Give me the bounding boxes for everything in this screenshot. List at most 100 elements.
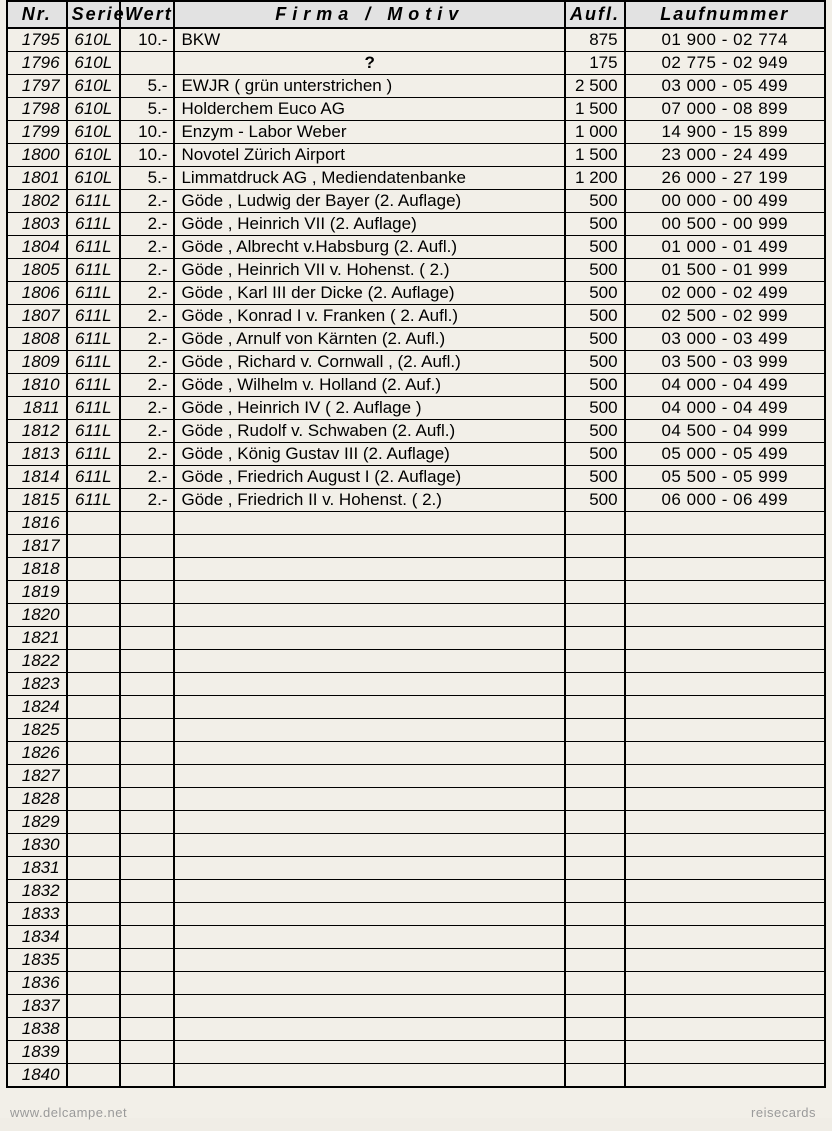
watermark-right: reisecards (751, 1105, 816, 1120)
table-row: 1834 (7, 926, 825, 949)
cell-wert (120, 673, 174, 696)
cell-nr: 1796 (7, 52, 67, 75)
header-serie: Serie (67, 1, 120, 28)
cell-lauf (625, 719, 825, 742)
cell-nr: 1822 (7, 650, 67, 673)
cell-nr: 1824 (7, 696, 67, 719)
cell-serie: 611L (67, 397, 120, 420)
cell-aufl (565, 972, 625, 995)
table-row: 1801610L5.-Limmatdruck AG , Mediendatenb… (7, 167, 825, 190)
header-nr: Nr. (7, 1, 67, 28)
cell-aufl (565, 834, 625, 857)
table-header-row: Nr. Serie Wert Firma / Motiv Aufl. Laufn… (7, 1, 825, 28)
cell-aufl (565, 650, 625, 673)
cell-wert: 5.- (120, 167, 174, 190)
cell-wert: 10.- (120, 28, 174, 52)
cell-aufl: 500 (565, 397, 625, 420)
cell-aufl (565, 903, 625, 926)
table-row: 1812611L2.-Göde , Rudolf v. Schwaben (2.… (7, 420, 825, 443)
cell-aufl (565, 1018, 625, 1041)
cell-serie (67, 673, 120, 696)
cell-wert: 10.- (120, 144, 174, 167)
cell-firma (174, 1018, 565, 1041)
cell-wert: 2.- (120, 443, 174, 466)
cell-aufl: 500 (565, 443, 625, 466)
cell-serie (67, 1064, 120, 1088)
cell-lauf (625, 558, 825, 581)
cell-serie (67, 765, 120, 788)
cell-aufl (565, 995, 625, 1018)
cell-serie (67, 535, 120, 558)
cell-firma (174, 1064, 565, 1088)
table-row: 1795610L10.-BKW87501 900 - 02 774 (7, 28, 825, 52)
cell-lauf (625, 811, 825, 834)
table-row: 1839 (7, 1041, 825, 1064)
cell-firma (174, 880, 565, 903)
cell-wert: 2.- (120, 213, 174, 236)
table-row: 1825 (7, 719, 825, 742)
cell-serie (67, 696, 120, 719)
cell-nr: 1819 (7, 581, 67, 604)
cell-lauf (625, 581, 825, 604)
cell-firma: Göde , Albrecht v.Habsburg (2. Aufl.) (174, 236, 565, 259)
cell-serie (67, 558, 120, 581)
cell-nr: 1836 (7, 972, 67, 995)
page-container: Nr. Serie Wert Firma / Motiv Aufl. Laufn… (0, 0, 832, 1118)
cell-firma (174, 1041, 565, 1064)
cell-nr: 1840 (7, 1064, 67, 1088)
table-row: 1826 (7, 742, 825, 765)
cell-firma: Göde , Heinrich VII (2. Auflage) (174, 213, 565, 236)
catalog-table: Nr. Serie Wert Firma / Motiv Aufl. Laufn… (6, 0, 826, 1088)
table-row: 1796610L?17502 775 - 02 949 (7, 52, 825, 75)
cell-wert: 2.- (120, 259, 174, 282)
cell-wert (120, 696, 174, 719)
header-firma: Firma / Motiv (174, 1, 565, 28)
cell-aufl: 500 (565, 420, 625, 443)
cell-aufl: 2 500 (565, 75, 625, 98)
table-row: 1827 (7, 765, 825, 788)
cell-firma: Göde , König Gustav III (2. Auflage) (174, 443, 565, 466)
cell-nr: 1808 (7, 328, 67, 351)
cell-serie: 611L (67, 190, 120, 213)
table-row: 1828 (7, 788, 825, 811)
cell-aufl (565, 1041, 625, 1064)
cell-aufl (565, 627, 625, 650)
header-aufl: Aufl. (565, 1, 625, 28)
cell-aufl (565, 949, 625, 972)
cell-aufl (565, 581, 625, 604)
cell-wert: 2.- (120, 397, 174, 420)
cell-serie: 611L (67, 282, 120, 305)
table-row: 1800610L10.-Novotel Zürich Airport1 5002… (7, 144, 825, 167)
table-row: 1817 (7, 535, 825, 558)
cell-firma: Göde , Friedrich II v. Hohenst. ( 2.) (174, 489, 565, 512)
cell-serie (67, 926, 120, 949)
cell-lauf: 06 000 - 06 499 (625, 489, 825, 512)
cell-wert (120, 1041, 174, 1064)
cell-firma: Göde , Konrad I v. Franken ( 2. Aufl.) (174, 305, 565, 328)
cell-serie: 610L (67, 121, 120, 144)
cell-firma: Göde , Ludwig der Bayer (2. Auflage) (174, 190, 565, 213)
cell-lauf (625, 972, 825, 995)
cell-wert (120, 765, 174, 788)
table-row: 1808611L2.-Göde , Arnulf von Kärnten (2.… (7, 328, 825, 351)
cell-nr: 1829 (7, 811, 67, 834)
cell-wert: 2.- (120, 489, 174, 512)
cell-lauf (625, 627, 825, 650)
cell-firma: Limmatdruck AG , Mediendatenbanke (174, 167, 565, 190)
cell-wert (120, 880, 174, 903)
table-body: 1795610L10.-BKW87501 900 - 02 7741796610… (7, 28, 825, 1087)
cell-aufl: 500 (565, 259, 625, 282)
cell-wert: 2.- (120, 351, 174, 374)
cell-serie (67, 719, 120, 742)
cell-aufl (565, 765, 625, 788)
table-row: 1836 (7, 972, 825, 995)
cell-firma: BKW (174, 28, 565, 52)
cell-aufl (565, 512, 625, 535)
table-row: 1806611L2.-Göde , Karl III der Dicke (2.… (7, 282, 825, 305)
cell-wert (120, 857, 174, 880)
cell-lauf (625, 926, 825, 949)
cell-lauf: 04 000 - 04 499 (625, 397, 825, 420)
cell-aufl: 1 500 (565, 144, 625, 167)
cell-lauf: 05 000 - 05 499 (625, 443, 825, 466)
cell-serie (67, 949, 120, 972)
